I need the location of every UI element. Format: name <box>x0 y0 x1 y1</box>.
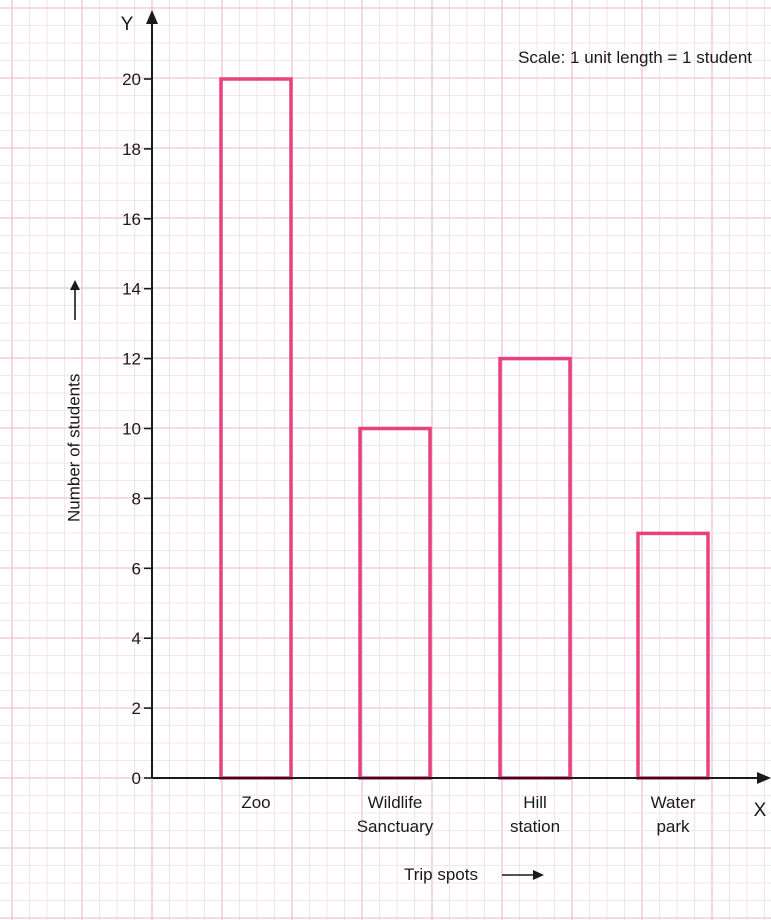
category-label: park <box>656 817 690 836</box>
scale-note: Scale: 1 unit length = 1 student <box>518 48 752 67</box>
y-axis-arrowhead <box>146 10 158 24</box>
category-label: Water <box>651 793 696 812</box>
category-labels: Zoo Wildlife Sanctuary Hill station Water park <box>241 793 695 836</box>
axes: Y X <box>121 10 771 821</box>
x-axis-title: Trip spots <box>404 865 544 884</box>
y-tick-label: 20 <box>122 70 141 89</box>
y-axis-label: Number of students <box>64 374 83 522</box>
y-tick-label: 18 <box>122 140 141 159</box>
y-axis-title-arrow-head <box>70 280 80 290</box>
y-tick-label: 2 <box>132 699 141 718</box>
y-tick-label: 16 <box>122 210 141 229</box>
category-label: Zoo <box>241 793 270 812</box>
category-label: station <box>510 817 560 836</box>
y-tick-label: 14 <box>122 280 141 299</box>
category-label: Wildlife <box>368 793 423 812</box>
x-axis-letter: X <box>754 800 767 821</box>
y-ticks: 0 2 4 6 8 10 12 14 16 18 20 <box>122 70 152 788</box>
y-tick-label: 12 <box>122 350 141 369</box>
y-tick-label: 8 <box>132 489 141 508</box>
x-axis-label: Trip spots <box>404 865 478 884</box>
category-label: Hill <box>523 793 547 812</box>
y-tick-label: 6 <box>132 559 141 578</box>
y-tick-label: 0 <box>132 769 141 788</box>
y-axis-title: Number of students <box>64 280 83 522</box>
x-axis-arrowhead <box>757 772 771 784</box>
y-axis-letter: Y <box>121 14 134 35</box>
x-axis-title-arrow-head <box>533 870 544 880</box>
y-tick-label: 10 <box>122 420 141 439</box>
y-tick-label: 4 <box>132 629 141 648</box>
category-label: Sanctuary <box>357 817 434 836</box>
